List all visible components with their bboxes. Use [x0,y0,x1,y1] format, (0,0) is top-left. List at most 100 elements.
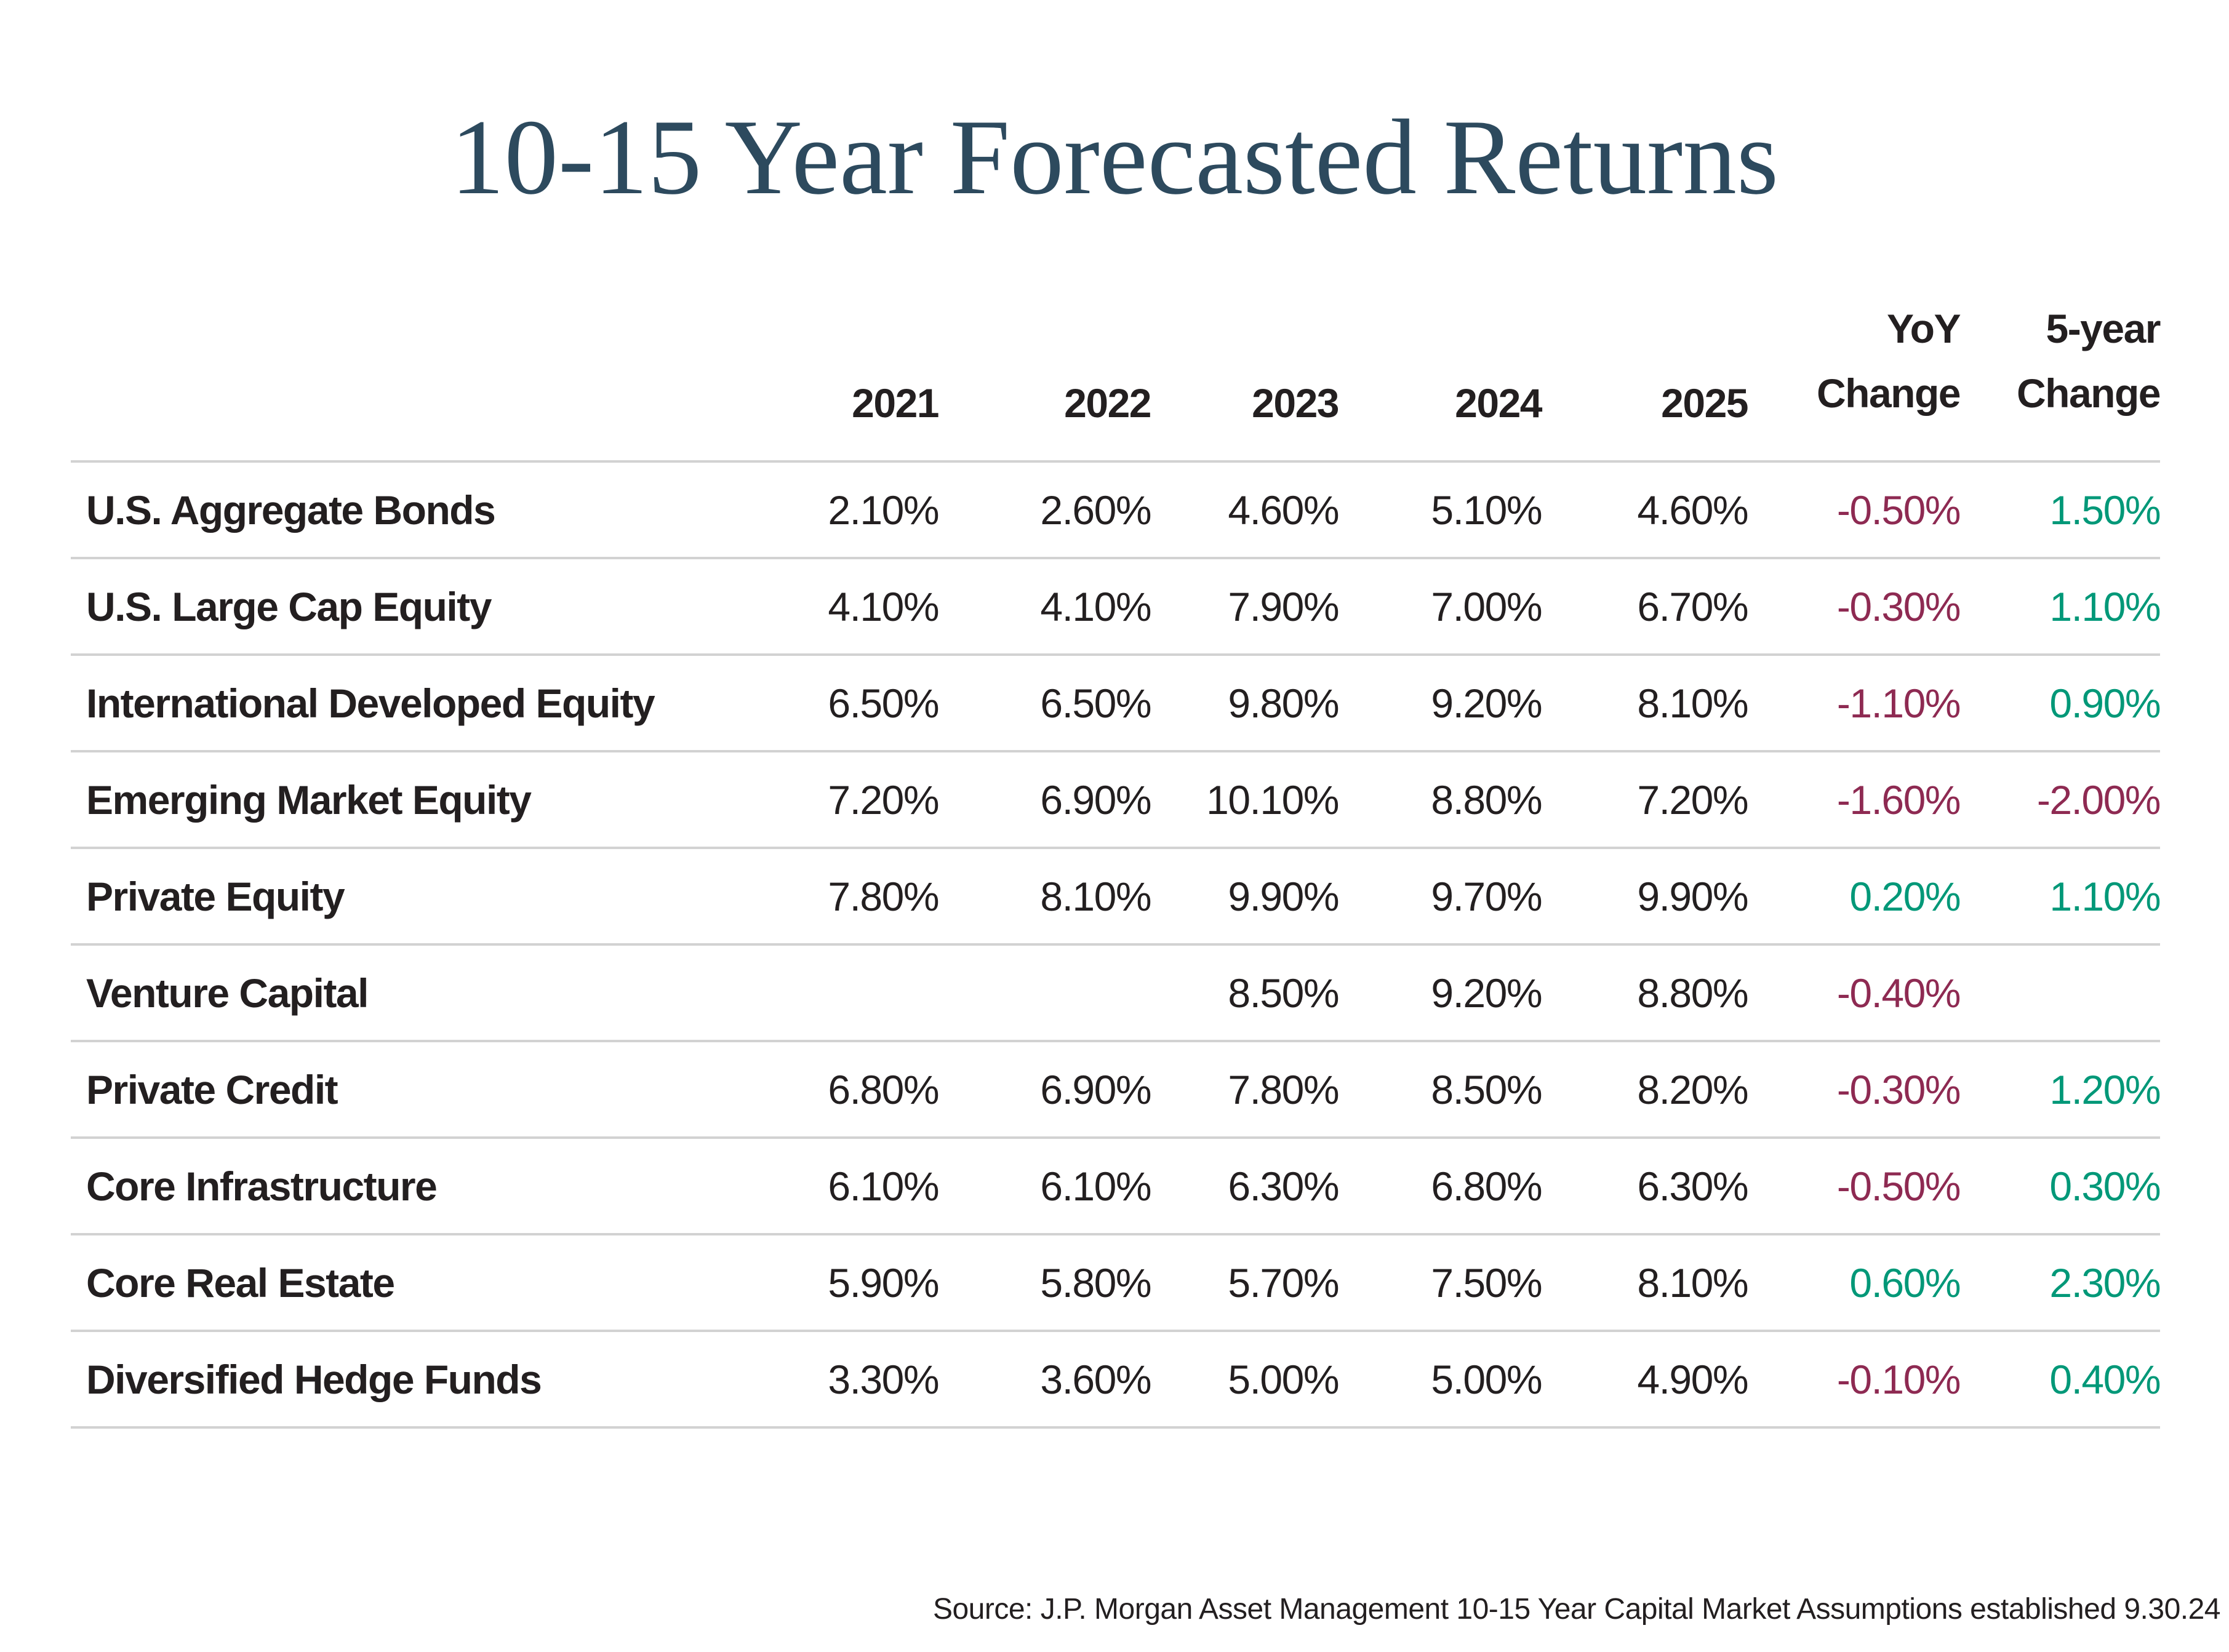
return-value: 5.00% [1431,1356,1542,1402]
asset-class-label: Private Equity [86,873,345,919]
return-value: 8.80% [1637,970,1748,1016]
return-value: 5.90% [828,1259,939,1306]
return-value: 6.90% [1040,776,1151,823]
return-value: 8.50% [1431,1066,1542,1112]
table-row: U.S. Aggregate Bonds 2.10% 2.60% 4.60% 5.10%… [71,461,2161,558]
return-value: 8.80% [1431,776,1542,823]
table-row: Core Infrastructure 6.10% 6.10% 6.30% 6.80% 6… [71,1138,2161,1234]
asset-class-label: U.S. Aggregate Bonds [86,487,496,533]
return-value: 4.60% [1228,487,1339,533]
return-value: 7.20% [1637,776,1748,823]
5year-header-line1: 5-year [2046,305,2161,351]
return-value: 6.10% [1040,1163,1151,1209]
return-value: 6.50% [1040,680,1151,726]
return-value: 5.00% [1228,1356,1339,1402]
return-value: 4.90% [1637,1356,1748,1402]
return-value: 8.20% [1637,1066,1748,1112]
return-value: 5.10% [1431,487,1542,533]
return-value: 9.90% [1637,873,1748,919]
col-header-yoy-change: YoY Change [1748,265,1961,461]
return-value: 5.70% [1228,1259,1339,1306]
return-value: 9.90% [1228,873,1339,919]
table-row: Emerging Market Equity 7.20% 6.90% 10.10% 8.… [71,751,2161,848]
return-value: 6.80% [828,1066,939,1112]
table-row: Venture Capital 8.50% 9.20% 8.80% -0.40% [71,944,2160,1041]
asset-class-label: Core Real Estate [86,1259,395,1306]
5year-header-line2: Change [2016,370,2161,417]
table-row: International Developed Equity 6.50% 6.50%… [71,655,2161,751]
return-value: 3.30% [828,1356,939,1402]
yoy-change-value: -0.40% [1836,970,1961,1016]
return-value: 10.10% [1206,776,1339,823]
yoy-change-value: -0.10% [1836,1356,1961,1402]
return-value [938,944,1151,1041]
return-value: 4.60% [1637,487,1748,533]
table-row: Private Credit 6.80% 6.90% 7.80% 8.50% 8.20% -… [71,1041,2161,1138]
yoy-change-value: -0.30% [1836,1066,1961,1112]
table-row: Private Equity 7.80% 8.10% 9.90% 9.70% 9.90% 0… [71,848,2161,944]
col-header-5year-change: 5-year Change [1960,265,2161,461]
return-value: 4.10% [828,583,939,629]
return-value: 6.30% [1637,1163,1748,1209]
return-value: 7.00% [1431,583,1542,629]
five-year-change-value: -2.00% [2036,776,2161,823]
five-year-change-value: 1.10% [2049,873,2161,919]
return-value: 6.30% [1228,1163,1339,1209]
return-value: 3.60% [1040,1356,1151,1402]
return-value: 6.70% [1637,583,1748,629]
return-value: 2.10% [828,487,939,533]
five-year-change-value: 0.90% [2049,680,2161,726]
five-year-change-value: 1.50% [2049,487,2161,533]
return-value: 6.50% [828,680,939,726]
five-year-change-value: 2.30% [2049,1259,2161,1306]
return-value: 2.60% [1040,487,1151,533]
return-value: 7.80% [1228,1066,1339,1112]
table-body: U.S. Aggregate Bonds 2.10% 2.60% 4.60% 5.10%… [71,461,2161,1427]
col-header-2023: 2023 [1252,380,1339,426]
yoy-change-value: 0.20% [1849,873,1961,919]
asset-class-label: Venture Capital [86,970,369,1016]
return-value [800,944,938,1041]
five-year-change-value: 0.40% [2049,1356,2161,1402]
asset-class-label: Emerging Market Equity [86,776,532,823]
return-value: 7.90% [1228,583,1339,629]
five-year-change-value: 1.20% [2049,1066,2161,1112]
return-value: 4.10% [1040,583,1151,629]
yoy-change-value: -0.50% [1836,1163,1961,1209]
asset-class-label: Core Infrastructure [86,1163,438,1209]
return-value: 9.20% [1431,680,1542,726]
return-value: 8.50% [1228,970,1339,1016]
return-value: 6.80% [1431,1163,1542,1209]
return-value: 5.80% [1040,1259,1151,1306]
return-value: 8.10% [1637,1259,1748,1306]
asset-class-label: U.S. Large Cap Equity [86,583,492,629]
five-year-change-value: 1.10% [2049,583,2161,629]
table-row: U.S. Large Cap Equity 4.10% 4.10% 7.90% 7.00… [71,558,2161,655]
return-value: 8.10% [1637,680,1748,726]
page-title: 10-15 Year Forecasted Returns [450,97,1779,217]
return-value: 6.10% [828,1163,939,1209]
asset-class-label: International Developed Equity [86,680,655,726]
yoy-header-line2: Change [1816,370,1961,417]
return-value: 6.90% [1040,1066,1151,1112]
table-header-row: 2021 2022 2023 2024 2025 YoY Change 5-ye… [71,265,2161,461]
yoy-change-value: 0.60% [1849,1259,1961,1306]
return-value: 9.80% [1228,680,1339,726]
return-value: 8.10% [1040,873,1151,919]
return-value: 7.20% [828,776,939,823]
table-row: Core Real Estate 5.90% 5.80% 5.70% 7.50% 8.10… [71,1234,2161,1331]
return-value: 9.70% [1431,873,1542,919]
col-header-2022: 2022 [1064,380,1151,426]
table-row: Diversified Hedge Funds 3.30% 3.60% 5.00% 5.… [71,1331,2161,1427]
col-header-2025: 2025 [1661,380,1748,426]
asset-class-header-spacer [71,265,800,461]
five-year-change-value [1960,944,2160,1041]
col-header-2024: 2024 [1455,380,1542,426]
yoy-change-value: -0.30% [1836,583,1961,629]
return-value: 7.80% [828,873,939,919]
forecast-returns-table: 2021 2022 2023 2024 2025 YoY Change 5-ye… [71,265,2161,1429]
asset-class-label: Diversified Hedge Funds [86,1356,542,1402]
return-value: 9.20% [1431,970,1542,1016]
source-note: Source: J.P. Morgan Asset Management 10-… [932,1593,2221,1626]
asset-class-label: Private Credit [86,1066,338,1112]
